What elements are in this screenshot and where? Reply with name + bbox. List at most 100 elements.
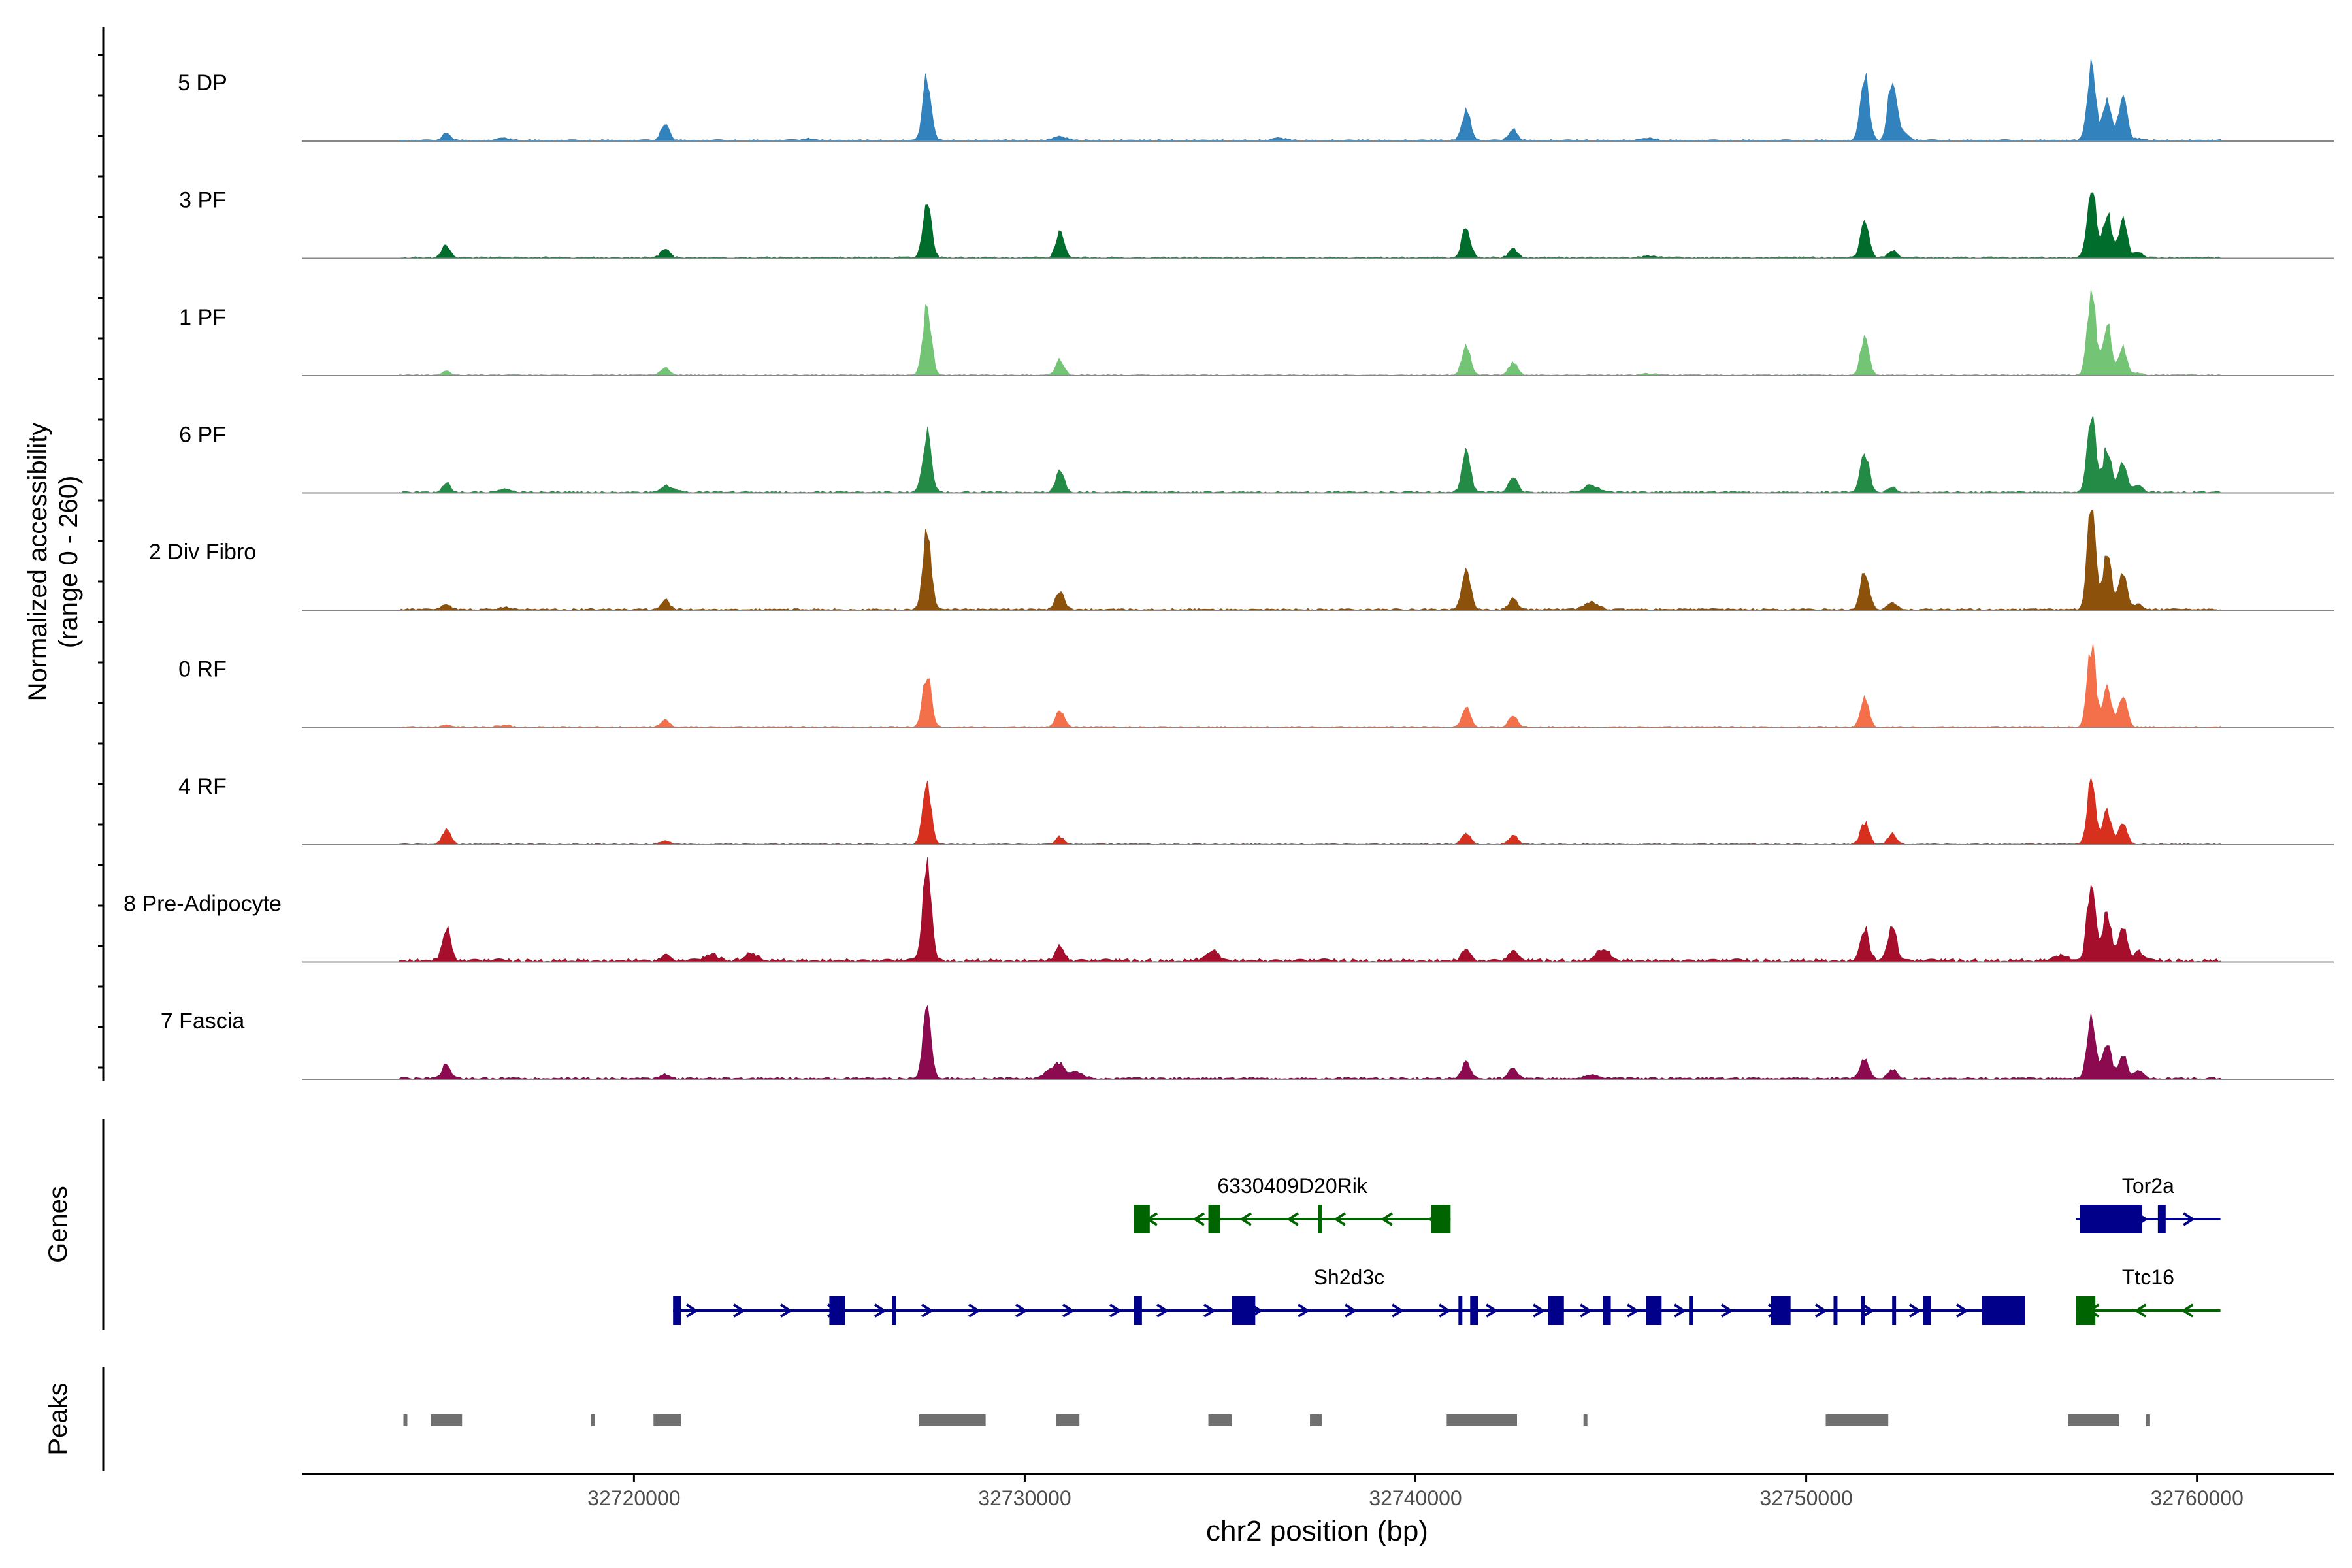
- strand-arrow-icon: [1627, 1303, 1639, 1318]
- strand-arrow-icon: [1380, 1212, 1393, 1226]
- peak-block: [2146, 1414, 2150, 1426]
- strand-arrow-icon: [1192, 1212, 1205, 1226]
- peak-blocks: [403, 1414, 2150, 1426]
- peak-block: [431, 1414, 463, 1426]
- gene-label: 6330409D20Rik: [1217, 1174, 1368, 1198]
- exon-block: [2157, 1205, 2166, 1233]
- gene-models: 6330409D20Rik Tor2a Sh2d3c Ttc16: [673, 1174, 2221, 1325]
- strand-arrow-icon: [780, 1303, 792, 1318]
- track-label: 6 PF: [179, 423, 226, 448]
- track-6-pf: 6 PF: [179, 416, 2334, 494]
- strand-arrow-icon: [733, 1303, 745, 1318]
- track-label: 4 RF: [178, 774, 227, 799]
- strand-arrow-icon: [1392, 1303, 1404, 1318]
- exon-block: [1689, 1296, 1693, 1325]
- gene-label: Sh2d3c: [1314, 1266, 1385, 1289]
- peak-block: [1310, 1414, 1322, 1426]
- strand-arrow-icon: [1239, 1212, 1252, 1226]
- strand-arrow-icon: [1203, 1303, 1216, 1318]
- exon-block: [829, 1296, 845, 1325]
- gene-sh2d3c: Sh2d3c: [673, 1266, 2025, 1325]
- x-tick-label: 32730000: [978, 1486, 1071, 1510]
- track-4-rf: 4 RF: [178, 774, 2334, 845]
- track-5-dp: 5 DP: [178, 59, 2334, 142]
- x-tick-label: 32760000: [2150, 1486, 2243, 1510]
- exon-block: [1431, 1205, 1451, 1233]
- peak-block: [591, 1414, 595, 1426]
- strand-arrow-icon: [1721, 1303, 1733, 1318]
- track-label: 2 Div Fibro: [149, 540, 256, 564]
- strand-arrow-icon: [1909, 1303, 1921, 1318]
- track-label: 5 DP: [178, 71, 227, 95]
- x-axis: 32720000 32730000 32740000 32750000 32760000…: [302, 1473, 2334, 1547]
- peak-block: [1208, 1414, 1232, 1426]
- x-tick-label: 32720000: [587, 1486, 680, 1510]
- strand-arrow-icon: [2181, 1303, 2194, 1318]
- strand-arrow-icon: [1956, 1303, 1968, 1318]
- gene-6330409d20rik: 6330409D20Rik: [1134, 1174, 1451, 1233]
- exon-block: [1548, 1296, 1564, 1325]
- track-label: 3 PF: [179, 188, 226, 213]
- strand-arrow-icon: [1333, 1212, 1346, 1226]
- exon-block: [1208, 1205, 1220, 1233]
- strand-arrow-icon: [1674, 1303, 1686, 1318]
- exon-block: [1232, 1296, 1256, 1325]
- coverage-area: [399, 509, 2221, 611]
- x-axis-title: chr2 position (bp): [1206, 1515, 1428, 1547]
- peak-block: [1825, 1414, 1889, 1426]
- strand-arrow-icon: [1286, 1212, 1299, 1226]
- track-1-pf: 1 PF: [179, 289, 2334, 376]
- coverage-area: [399, 416, 2221, 494]
- strand-arrow-icon: [921, 1303, 934, 1318]
- strand-arrow-icon: [968, 1303, 981, 1318]
- strand-arrow-icon: [1580, 1303, 1592, 1318]
- x-axis-ticks: 32720000 32730000 32740000 32750000 32760000: [587, 1474, 2244, 1510]
- strand-arrow-icon: [1439, 1303, 1451, 1318]
- exon-block: [1861, 1296, 1865, 1325]
- strand-arrow-icon: [1533, 1303, 1545, 1318]
- exon-block: [1134, 1205, 1150, 1233]
- peak-block: [1056, 1414, 1080, 1426]
- track-3-pf: 3 PF: [179, 188, 2334, 259]
- coverage-area: [399, 289, 2221, 376]
- exon-block: [2076, 1296, 2096, 1325]
- coverage-area: [399, 857, 2221, 963]
- track-0-rf: 0 RF: [178, 644, 2334, 728]
- strand-arrow-icon: [1486, 1303, 1498, 1318]
- strand-arrow-icon: [2134, 1303, 2147, 1318]
- genes-panel: Genes 6330409D20Rik Tor2a Sh2d3c Ttc16: [44, 1119, 2221, 1330]
- coverage-area: [399, 1004, 2221, 1080]
- peak-block: [919, 1414, 986, 1426]
- track-8-pre-adipocyte: 8 Pre-Adipocyte: [123, 857, 2334, 963]
- coverage-area: [399, 777, 2221, 845]
- exon-block: [1646, 1296, 1662, 1325]
- exon-block: [1458, 1296, 1463, 1325]
- gene-label: Ttc16: [2122, 1266, 2174, 1289]
- gene-label: Tor2a: [2122, 1174, 2174, 1198]
- y-axis-title: Normalized accessibility: [24, 423, 52, 702]
- exon-block: [1318, 1205, 1322, 1233]
- strand-arrow-icon: [1345, 1303, 1357, 1318]
- coverage-area: [399, 192, 2221, 259]
- track-2-div-fibro: 2 Div Fibro: [149, 509, 2334, 611]
- gene-ttc16: Ttc16: [2076, 1266, 2221, 1325]
- peaks-axis-title: Peaks: [44, 1382, 73, 1455]
- exon-block: [1892, 1296, 1897, 1325]
- peak-block: [1583, 1414, 1588, 1426]
- exon-block: [1134, 1296, 1142, 1325]
- exon-block: [1982, 1296, 2025, 1325]
- strand-arrow-icon: [874, 1303, 887, 1318]
- strand-arrow-icon: [1062, 1303, 1075, 1318]
- exon-block: [1923, 1296, 1931, 1325]
- track-7-fascia: 7 Fascia: [161, 1004, 2334, 1080]
- peak-block: [1446, 1414, 1518, 1426]
- gene-tor2a: Tor2a: [2076, 1174, 2221, 1233]
- exon-block: [892, 1296, 896, 1325]
- coverage-tracks: 5 DP 3 PF 1 PF 6 PF 2 Div Fibro 0 RF 4 RF 8 Pre…: [123, 59, 2334, 1080]
- peak-block: [2068, 1414, 2119, 1426]
- genes-axis-title: Genes: [44, 1186, 73, 1263]
- strand-arrow-icon: [1862, 1303, 1874, 1318]
- exon-block: [1833, 1296, 1838, 1325]
- x-tick-label: 32740000: [1369, 1486, 1462, 1510]
